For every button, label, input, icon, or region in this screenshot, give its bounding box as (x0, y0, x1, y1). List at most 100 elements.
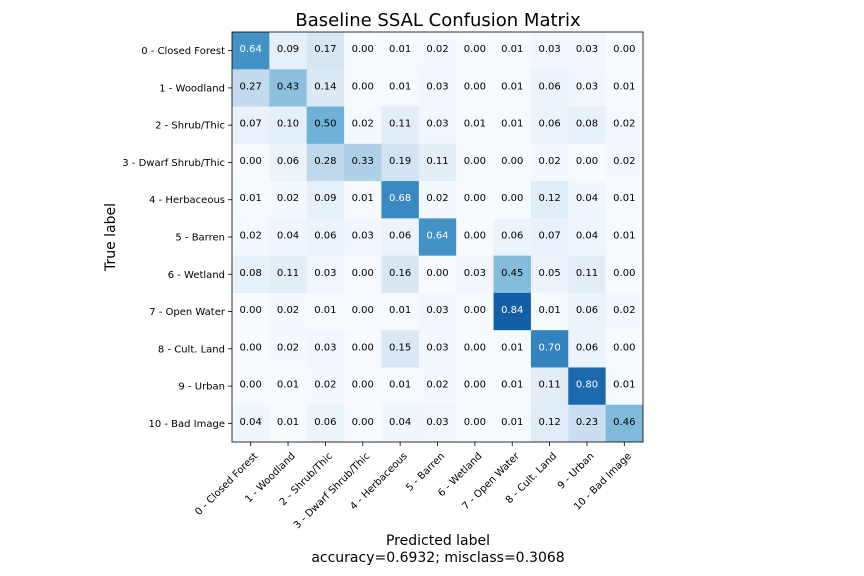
heatmap-cell (530, 218, 569, 257)
cell-value-label: 0.00 (576, 156, 598, 167)
x-tick-label: 3 - Dwarf Shrub/Thic (292, 451, 372, 531)
heatmap-cell (418, 218, 457, 257)
heatmap-cell (306, 106, 345, 145)
cell-value-label: 0.02 (538, 156, 560, 167)
heatmap-cell (605, 32, 644, 70)
heatmap-cell (456, 69, 494, 107)
heatmap-cell (306, 292, 345, 331)
cell-value-label: 0.04 (277, 231, 299, 242)
heatmap-cell (605, 218, 644, 257)
chart-title: Baseline SSAL Confusion Matrix (295, 10, 581, 31)
cell-value-label: 0.07 (240, 119, 262, 130)
cell-value-label: 0.01 (314, 305, 336, 316)
cell-value-label: 0.00 (464, 193, 486, 204)
heatmap-cell (605, 181, 644, 219)
cell-value-label: 0.09 (277, 44, 299, 55)
heatmap-cell (456, 330, 494, 368)
cell-value-label: 0.17 (314, 44, 336, 55)
cell-value-label: 0.27 (240, 81, 262, 92)
heatmap-cell (493, 181, 532, 219)
y-tick-label: 4 - Herbaceous (149, 195, 225, 206)
cell-value-label: 0.06 (538, 81, 560, 92)
heatmap-cell (493, 404, 532, 443)
heatmap-cell (381, 330, 420, 368)
cell-value-label: 0.06 (277, 156, 299, 167)
heatmap-cell (493, 292, 532, 331)
cell-value-label: 0.02 (426, 380, 448, 391)
y-tick-label: 5 - Barren (175, 233, 225, 244)
cell-value-label: 0.01 (501, 44, 523, 55)
heatmap-cell (344, 330, 382, 368)
cell-value-label: 0.01 (613, 231, 635, 242)
heatmap-cell (418, 292, 457, 331)
heatmap-cell (530, 181, 569, 219)
heatmap-cell (568, 143, 607, 182)
cell-value-label: 0.02 (314, 380, 336, 391)
cell-value-label: 0.01 (240, 193, 262, 204)
heatmap-cell (493, 255, 532, 294)
heatmap-cell (232, 330, 270, 368)
cell-value-label: 0.70 (538, 342, 560, 353)
cell-value-label: 0.00 (352, 81, 374, 92)
cell-value-label: 0.03 (576, 81, 598, 92)
heatmap-cell (306, 181, 345, 219)
heatmap-cell (568, 367, 607, 406)
heatmap-cell (605, 367, 644, 406)
heatmap-cell (344, 181, 382, 219)
cell-value-label: 0.00 (464, 156, 486, 167)
heatmap-cell (418, 32, 457, 70)
heatmap-cell (456, 367, 494, 406)
cell-value-label: 0.43 (277, 81, 299, 92)
cell-value-label: 0.04 (389, 417, 411, 428)
heatmap-cell (232, 292, 270, 331)
heatmap-cell (493, 143, 532, 182)
cell-value-label: 0.01 (277, 380, 299, 391)
heatmap-cell (232, 69, 270, 107)
cell-value-label: 0.00 (464, 81, 486, 92)
cell-value-label: 0.00 (240, 156, 262, 167)
heatmap-cell (605, 404, 644, 443)
y-tick-label: 6 - Wetland (168, 270, 225, 281)
heatmap-cell (306, 404, 345, 443)
cell-value-label: 0.00 (352, 342, 374, 353)
heatmap-cell (269, 181, 308, 219)
cell-value-label: 0.01 (389, 305, 411, 316)
cell-value-label: 0.00 (464, 231, 486, 242)
cell-value-label: 0.08 (576, 119, 598, 130)
heatmap-cell (493, 218, 532, 257)
cell-value-label: 0.00 (613, 268, 635, 279)
heatmap-cell (306, 69, 345, 107)
y-axis-label: True label (103, 203, 119, 272)
heatmap-cell (381, 255, 420, 294)
cell-value-label: 0.33 (352, 156, 374, 167)
heatmap-cell (456, 404, 494, 443)
heatmap-cell (456, 143, 494, 182)
y-tick-label: 10 - Bad Image (148, 419, 225, 430)
cell-value-label: 0.06 (576, 305, 598, 316)
cell-value-label: 0.84 (501, 305, 523, 316)
heatmap-cell (568, 69, 607, 107)
cell-value-label: 0.02 (426, 44, 448, 55)
heatmap-cell (530, 330, 569, 368)
cell-value-label: 0.64 (426, 231, 448, 242)
heatmap-cell (381, 106, 420, 145)
heatmap-cell (493, 32, 532, 70)
cell-value-label: 0.01 (613, 81, 635, 92)
cell-value-label: 0.02 (426, 193, 448, 204)
heatmap-cell (269, 367, 308, 406)
cell-value-label: 0.01 (501, 342, 523, 353)
heatmap-cell (456, 181, 494, 219)
cell-value-label: 0.00 (352, 268, 374, 279)
cell-value-label: 0.08 (240, 268, 262, 279)
heatmap-cell (344, 32, 382, 70)
y-tick-label: 3 - Dwarf Shrub/Thic (122, 158, 225, 169)
heatmap-cell (381, 181, 420, 219)
heatmap-cell (530, 292, 569, 331)
cell-value-label: 0.19 (389, 156, 411, 167)
cell-value-label: 0.00 (240, 342, 262, 353)
cell-value-label: 0.00 (240, 380, 262, 391)
cell-value-label: 0.00 (464, 417, 486, 428)
cell-value-label: 0.00 (501, 156, 523, 167)
heatmap-cell (344, 255, 382, 294)
